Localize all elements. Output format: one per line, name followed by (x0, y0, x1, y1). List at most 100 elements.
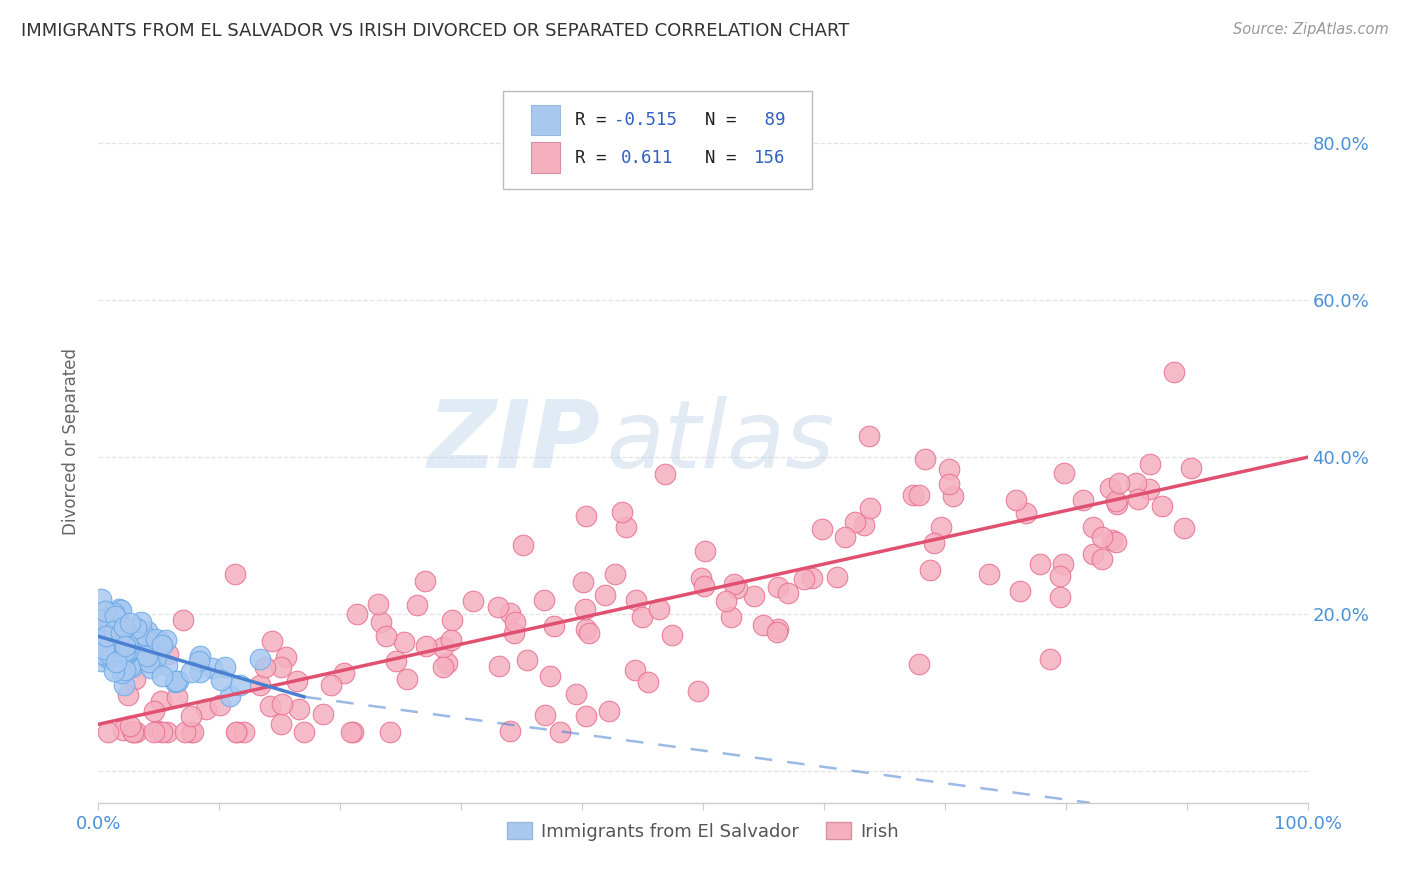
Point (180, 665, 202, 679)
Point (90, 612, 112, 626)
Point (142, 638, 165, 652)
Point (260, 634, 283, 648)
Point (716, 594, 738, 608)
Point (766, 623, 789, 637)
Point (1139, 457, 1161, 471)
Point (752, 617, 775, 632)
Point (292, 725, 315, 739)
Point (543, 618, 565, 632)
Point (165, 675, 187, 690)
Point (288, 702, 311, 716)
Text: 89: 89 (754, 111, 786, 129)
Point (938, 461, 960, 475)
Point (156, 725, 179, 739)
Point (503, 615, 526, 630)
Point (103, 664, 125, 678)
Point (1049, 590, 1071, 604)
Legend: Immigrants from El Salvador, Irish: Immigrants from El Salvador, Irish (499, 814, 907, 848)
Point (139, 661, 162, 675)
Point (575, 622, 598, 636)
Point (96, 650, 118, 665)
Point (90, 641, 112, 656)
Point (141, 648, 163, 662)
Point (111, 643, 134, 657)
Point (1101, 533, 1123, 547)
Point (1105, 497, 1128, 511)
Point (385, 654, 408, 668)
Point (253, 660, 276, 674)
Point (166, 690, 188, 705)
Point (146, 641, 169, 656)
Point (194, 702, 217, 716)
Point (155, 632, 177, 647)
Point (120, 640, 142, 655)
Point (97, 651, 120, 665)
Point (107, 646, 129, 660)
Point (226, 725, 249, 739)
Point (114, 631, 136, 645)
Point (110, 603, 132, 617)
Point (103, 625, 125, 640)
Point (1039, 652, 1062, 666)
Point (187, 655, 209, 669)
Point (121, 659, 143, 673)
Point (98, 648, 121, 662)
Point (129, 615, 152, 630)
Point (112, 723, 135, 737)
Point (575, 509, 598, 524)
Point (1173, 520, 1195, 534)
Point (367, 598, 389, 612)
Point (436, 656, 458, 670)
Point (342, 725, 364, 739)
Point (214, 660, 236, 674)
Point (124, 632, 146, 646)
Point (661, 628, 683, 642)
Point (135, 624, 157, 639)
Point (94, 629, 117, 643)
Point (118, 659, 141, 673)
Point (1091, 551, 1114, 566)
Point (105, 656, 128, 670)
Point (578, 625, 600, 640)
Point (907, 657, 929, 671)
Text: IMMIGRANTS FROM EL SALVADOR VS IRISH DIVORCED OR SEPARATED CORRELATION CHART: IMMIGRANTS FROM EL SALVADOR VS IRISH DIV… (21, 22, 849, 40)
Point (488, 658, 510, 673)
Point (121, 725, 143, 739)
Point (339, 725, 361, 739)
FancyBboxPatch shape (531, 143, 561, 173)
Point (801, 571, 824, 585)
Point (631, 610, 654, 624)
Point (432, 640, 454, 655)
Point (149, 634, 172, 648)
Point (765, 624, 787, 639)
Point (346, 607, 368, 622)
Point (98, 621, 121, 635)
Point (150, 725, 173, 739)
Point (270, 698, 292, 712)
Point (90, 623, 112, 637)
Point (1105, 494, 1128, 508)
Point (574, 709, 596, 723)
Point (249, 678, 271, 692)
Point (693, 544, 716, 558)
Point (1014, 506, 1036, 520)
Point (908, 488, 931, 502)
Point (370, 615, 392, 630)
Point (914, 451, 936, 466)
Text: 0.611: 0.611 (621, 149, 673, 167)
Point (654, 467, 676, 482)
Point (499, 606, 522, 620)
Point (180, 725, 202, 739)
Point (858, 500, 880, 515)
Point (115, 647, 138, 661)
Point (725, 581, 748, 595)
Point (103, 624, 125, 638)
Point (918, 563, 941, 577)
Point (626, 593, 648, 607)
Point (110, 631, 132, 645)
Point (333, 666, 356, 681)
Point (270, 717, 292, 731)
Point (321, 677, 343, 691)
Y-axis label: Divorced or Separated: Divorced or Separated (62, 348, 80, 535)
Point (395, 672, 418, 686)
